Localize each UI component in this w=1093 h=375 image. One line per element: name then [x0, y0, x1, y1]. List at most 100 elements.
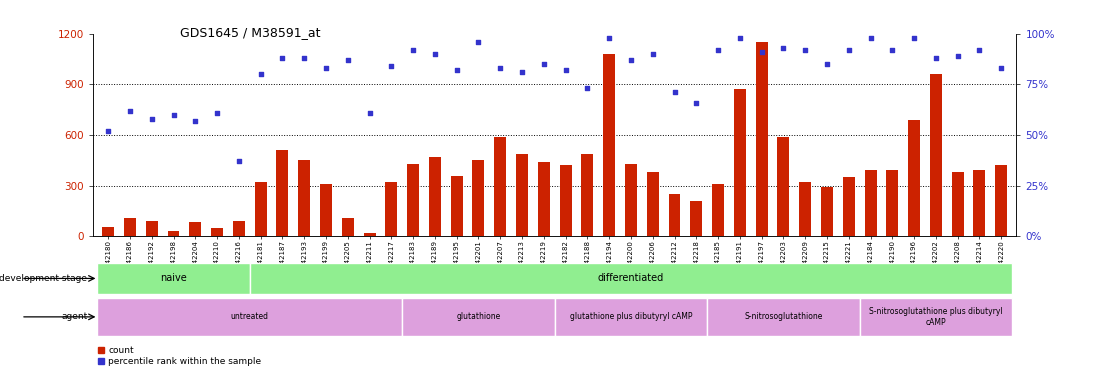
Point	[841, 47, 858, 53]
Bar	[843, 177, 855, 236]
Bar	[189, 222, 201, 236]
Bar	[428, 157, 440, 236]
Point	[231, 158, 248, 164]
Point	[165, 112, 183, 118]
Bar	[821, 188, 833, 236]
Point	[797, 47, 814, 53]
Bar	[952, 172, 964, 236]
Point	[992, 65, 1010, 71]
Bar	[402, 298, 555, 336]
Point	[644, 51, 661, 57]
Point	[905, 35, 922, 41]
Point	[927, 55, 944, 61]
Point	[949, 53, 966, 59]
Bar	[97, 298, 402, 336]
Point	[295, 55, 313, 61]
Text: GDS1645 / M38591_at: GDS1645 / M38591_at	[180, 26, 321, 39]
Bar	[167, 231, 179, 236]
Point	[209, 110, 226, 116]
Point	[753, 49, 771, 55]
Text: glutathione: glutathione	[457, 312, 501, 321]
Bar	[320, 184, 332, 236]
Text: S-nitrosoglutathione plus dibutyryl
cAMP: S-nitrosoglutathione plus dibutyryl cAMP	[869, 307, 1002, 327]
Bar	[860, 298, 1012, 336]
Text: glutathione plus dibutyryl cAMP: glutathione plus dibutyryl cAMP	[569, 312, 692, 321]
Point	[578, 86, 596, 92]
Bar	[249, 262, 1012, 294]
Bar	[669, 194, 681, 236]
Bar	[102, 227, 114, 236]
Bar	[277, 150, 289, 236]
Point	[666, 90, 683, 96]
Bar	[472, 160, 484, 236]
Bar	[233, 221, 245, 236]
Text: naive: naive	[161, 273, 187, 284]
Point	[687, 100, 705, 106]
Bar	[298, 160, 310, 236]
Bar	[908, 120, 920, 236]
Bar	[554, 298, 707, 336]
Point	[426, 51, 444, 57]
Bar	[733, 90, 745, 236]
Bar	[625, 164, 637, 236]
Point	[339, 57, 356, 63]
Bar	[691, 201, 703, 236]
Bar	[145, 221, 157, 236]
Bar	[211, 228, 223, 236]
Point	[251, 71, 269, 77]
Point	[361, 110, 378, 116]
Point	[622, 57, 639, 63]
Bar	[494, 137, 506, 236]
Bar	[538, 162, 550, 236]
Point	[404, 47, 422, 53]
Point	[971, 47, 988, 53]
Bar	[407, 164, 419, 236]
Bar	[777, 137, 789, 236]
Text: differentiated: differentiated	[598, 273, 665, 284]
Bar	[974, 170, 986, 236]
Point	[819, 61, 836, 67]
Point	[143, 116, 161, 122]
Point	[448, 67, 466, 73]
Point	[514, 69, 531, 75]
Bar	[386, 182, 398, 236]
Point	[556, 67, 574, 73]
Bar	[886, 170, 898, 236]
Point	[187, 118, 204, 124]
Point	[731, 35, 749, 41]
Bar	[450, 176, 462, 236]
Bar	[364, 233, 376, 236]
Text: S-nitrosoglutathione: S-nitrosoglutathione	[744, 312, 823, 321]
Bar	[560, 165, 572, 236]
Bar	[647, 172, 659, 236]
Point	[775, 45, 792, 51]
Point	[861, 35, 879, 41]
Bar	[516, 154, 528, 236]
Text: agent: agent	[61, 312, 87, 321]
Point	[492, 65, 509, 71]
Bar	[342, 217, 354, 236]
Point	[121, 108, 139, 114]
Point	[883, 47, 901, 53]
Bar	[755, 42, 767, 236]
Text: untreated: untreated	[231, 312, 269, 321]
Bar	[255, 182, 267, 236]
Bar	[712, 184, 724, 236]
Point	[383, 63, 400, 69]
Bar	[581, 154, 593, 236]
Bar	[865, 170, 877, 236]
Point	[536, 61, 553, 67]
Legend: count, percentile rank within the sample: count, percentile rank within the sample	[97, 346, 261, 366]
Point	[273, 55, 291, 61]
Point	[470, 39, 487, 45]
Bar	[930, 74, 942, 236]
Point	[99, 128, 117, 134]
Bar	[124, 217, 136, 236]
Point	[709, 47, 727, 53]
Point	[600, 35, 618, 41]
Bar	[97, 262, 249, 294]
Bar	[707, 298, 860, 336]
Bar	[799, 182, 811, 236]
Bar	[603, 54, 615, 236]
Bar	[996, 165, 1008, 236]
